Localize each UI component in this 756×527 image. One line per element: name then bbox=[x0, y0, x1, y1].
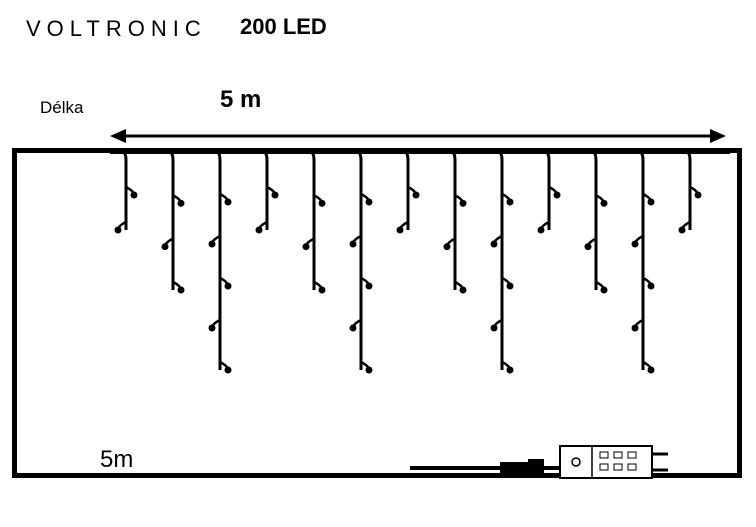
label-width: 5 m bbox=[220, 86, 261, 114]
icicle-strands bbox=[110, 146, 730, 406]
power-plug bbox=[410, 440, 680, 480]
brand-name: VOLTRONIC bbox=[26, 16, 207, 42]
product-name: 200 LED bbox=[240, 14, 327, 40]
width-arrow bbox=[110, 126, 726, 146]
label-cable-length: 5m bbox=[100, 446, 133, 474]
label-length: Délka bbox=[40, 98, 83, 118]
